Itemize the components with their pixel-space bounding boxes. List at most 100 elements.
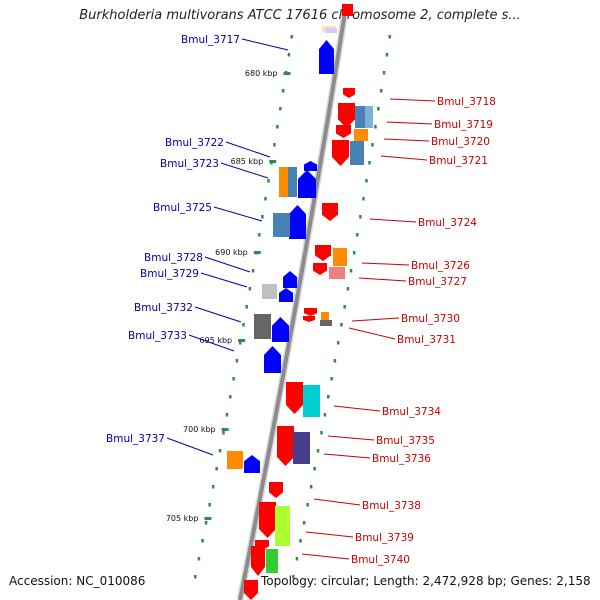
gene-leader-line (305, 531, 354, 538)
gene-label: Bmul_3722 (165, 137, 224, 149)
gene-label: Bmul_3734 (382, 406, 441, 418)
ticks-layer: 680 kbp 685 kbp 690 kbp 695 kbp 700 kbp 705 k… (166, 35, 391, 579)
accession-text: Accession: NC_010086 (9, 574, 146, 588)
outer-tick-dot (377, 107, 380, 111)
forward-cds-arrow (272, 317, 289, 342)
kbp-tick-mark (253, 251, 261, 254)
inner-tick-dot (281, 89, 285, 93)
gene-label: Bmul_3719 (434, 119, 493, 131)
outer-tick-dot (302, 521, 306, 525)
backbone-layer (236, 11, 349, 600)
inner-tick-dot (261, 215, 264, 219)
inner-tick-dot (279, 107, 282, 111)
rna-feature-box (288, 167, 297, 197)
rna-feature-box (266, 549, 278, 573)
outer-tick-dot (359, 215, 362, 219)
inner-tick-dot (276, 125, 279, 129)
rna-feature-box (355, 106, 365, 128)
inner-tick-dot (245, 305, 248, 309)
kbp-tick-mark (238, 339, 246, 342)
outer-tick-dot (374, 125, 377, 129)
inner-tick-dot (232, 377, 235, 381)
gene-leader-line (358, 277, 407, 282)
gene-leader-line (348, 327, 396, 340)
outer-tick-dot (320, 431, 323, 435)
inner-tick-dot (248, 287, 252, 291)
inner-tick-dot (215, 467, 218, 471)
gene-label: Bmul_3732 (134, 302, 193, 314)
gene-label: Bmul_3733 (128, 330, 187, 342)
reverse-cds-arrow (277, 426, 294, 466)
reverse-cds-arrow (244, 580, 258, 600)
gene-label: Bmul_3728 (144, 252, 203, 264)
outer-tick-dot (385, 53, 389, 57)
outer-tick-dot (379, 89, 383, 93)
reverse-cds-arrow (286, 382, 303, 414)
kbp-tick-label: 690 kbp (215, 248, 248, 257)
outer-tick-dot (299, 539, 302, 543)
outer-tick-dot (313, 467, 316, 471)
gene-leader-line (166, 437, 214, 456)
forward-cds-arrow (264, 346, 281, 373)
reverse-cds-box (342, 4, 353, 16)
reverse-cds-arrow (315, 245, 331, 261)
outer-tick-dot (352, 251, 356, 255)
inner-tick-dot (251, 269, 255, 273)
inner-tick-dot (201, 539, 204, 543)
forward-cds-arrow (244, 455, 260, 473)
outer-tick-dot (330, 377, 333, 381)
outer-tick-dot (362, 197, 365, 201)
outer-tick-dot (295, 557, 299, 561)
gene-leader-line (313, 498, 361, 506)
gene-label: Bmul_3736 (372, 453, 431, 465)
gene-label: Bmul_3718 (437, 96, 496, 108)
rna-feature-box (333, 248, 347, 266)
reverse-cds-arrow (332, 140, 349, 166)
reverse-cds-arrow (322, 203, 338, 221)
gene-label: Bmul_3724 (418, 217, 477, 229)
outer-tick-dot (309, 485, 313, 489)
forward-cds-arrow (304, 161, 317, 171)
outer-tick-dot (327, 395, 330, 399)
rna-feature-box (227, 451, 243, 469)
outer-tick-dot (371, 143, 374, 147)
gene-label: Bmul_3720 (431, 136, 490, 148)
reverse-cds-arrow (269, 482, 283, 498)
gene-leader-line (213, 206, 263, 222)
rna-feature-box (325, 28, 337, 33)
topology-text: Topology: circular; Length: 2,472,928 bp… (261, 574, 591, 588)
gene-label: Bmul_3738 (362, 500, 421, 512)
kbp-tick-label: 680 kbp (245, 69, 278, 78)
reverse-cds-arrow (259, 502, 276, 538)
gene-leader-line (241, 38, 289, 51)
labels-layer: Bmul_3717 Bmul_3722 Bmul_3723 Bmul_3725 Bmul… (106, 34, 496, 566)
reverse-cds-arrow (304, 308, 317, 316)
kbp-tick-label: 685 kbp (231, 157, 264, 166)
inner-tick-dot (273, 143, 276, 147)
inner-tick-dot (238, 341, 242, 345)
gene-leader-line (351, 317, 400, 322)
gene-leader-line (200, 272, 248, 288)
rna-feature-box (354, 129, 368, 141)
inner-tick-dot (208, 503, 211, 507)
outer-tick-dot (346, 287, 350, 291)
outer-tick-dot (336, 341, 340, 345)
kbp-tick-mark (283, 72, 291, 75)
rna-feature-box (350, 141, 364, 165)
gene-leader-line (369, 218, 417, 223)
gene-label: Bmul_3729 (140, 268, 199, 280)
reverse-cds-arrow (251, 546, 265, 576)
outer-tick-dot (323, 413, 327, 417)
rna-feature-box (275, 506, 290, 546)
outer-tick-dot (306, 503, 309, 507)
gene-label: Bmul_3725 (153, 202, 212, 214)
gene-label: Bmul_3737 (106, 433, 165, 445)
inner-tick-dot (267, 179, 270, 183)
gene-label: Bmul_3731 (397, 334, 456, 346)
gene-leader-line (333, 405, 381, 412)
backbone-line (238, 11, 347, 600)
inner-tick-dot (258, 233, 261, 237)
rna-feature-box (293, 432, 310, 464)
gene-leader-line (383, 138, 430, 142)
